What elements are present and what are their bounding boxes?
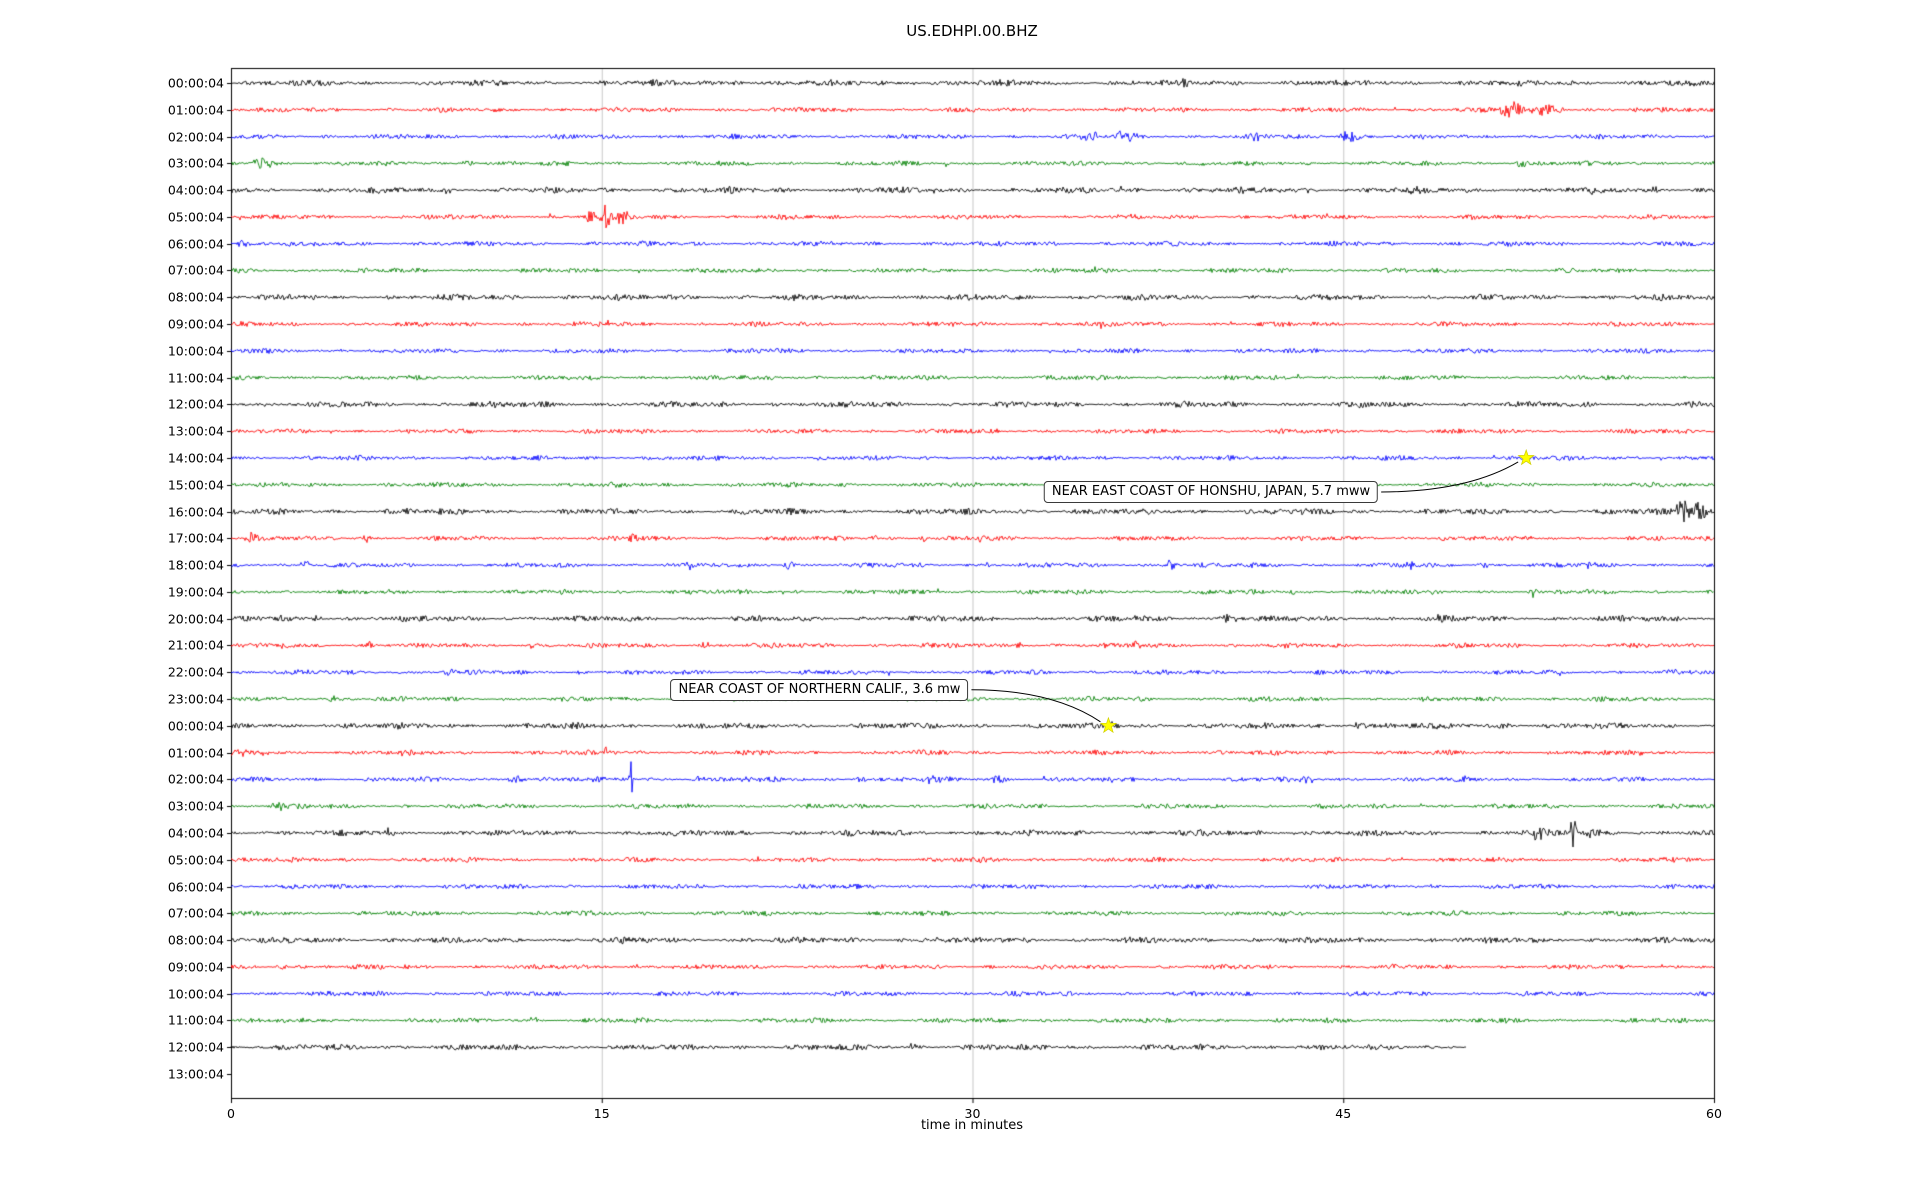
y-tick-label: 09:00:04 [167, 959, 224, 975]
y-tick-label: 12:00:04 [167, 1039, 224, 1055]
x-tick-label: 0 [227, 1106, 235, 1121]
y-tick-label: 18:00:04 [167, 557, 224, 573]
y-tick-label: 21:00:04 [167, 637, 224, 653]
y-tick-label: 03:00:04 [167, 155, 224, 171]
y-tick-label: 16:00:04 [167, 504, 224, 520]
y-tick-label: 01:00:04 [167, 102, 224, 118]
y-tick-label: 00:00:04 [167, 718, 224, 734]
y-tick-label: 11:00:04 [167, 1012, 224, 1028]
y-tick-label: 10:00:04 [167, 986, 224, 1002]
y-tick-label: 13:00:04 [167, 1066, 224, 1082]
y-tick-label: 02:00:04 [167, 129, 224, 145]
y-tick-label: 14:00:04 [167, 450, 224, 466]
chart-title: US.EDHPI.00.BHZ [906, 22, 1038, 40]
event-annotation-calif: NEAR COAST OF NORTHERN CALIF., 3.6 mw [670, 678, 969, 701]
x-tick-label: 45 [1335, 1106, 1352, 1121]
y-tick-label: 22:00:04 [167, 664, 224, 680]
y-tick-label: 07:00:04 [167, 262, 224, 278]
y-tick-label: 17:00:04 [167, 530, 224, 546]
y-tick-label: 01:00:04 [167, 745, 224, 761]
x-tick-label: 30 [964, 1106, 981, 1121]
y-tick-label: 15:00:04 [167, 477, 224, 493]
x-axis-label: time in minutes [920, 1118, 1024, 1133]
y-tick-label: 05:00:04 [167, 852, 224, 868]
y-tick-label: 13:00:04 [167, 423, 224, 439]
y-tick-label: 08:00:04 [167, 932, 224, 948]
y-tick-label: 04:00:04 [167, 825, 224, 841]
y-tick-label: 03:00:04 [167, 798, 224, 814]
y-tick-label: 07:00:04 [167, 905, 224, 921]
y-tick-label: 06:00:04 [167, 879, 224, 894]
y-tick-label: 12:00:04 [167, 396, 224, 412]
event-annotation-label: NEAR COAST OF NORTHERN CALIF., 3.6 mw [678, 681, 961, 697]
y-tick-label: 00:00:04 [167, 75, 224, 91]
y-tick-label: 11:00:04 [167, 370, 224, 386]
y-tick-label: 06:00:04 [167, 236, 224, 252]
y-tick-label: 04:00:04 [167, 182, 224, 198]
x-tick-label: 60 [1706, 1106, 1722, 1121]
x-tick-label: 15 [593, 1106, 610, 1121]
y-tick-label: 23:00:04 [167, 691, 224, 707]
y-tick-label: 19:00:04 [167, 584, 224, 600]
y-tick-label: 20:00:04 [167, 611, 224, 627]
y-tick-label: 02:00:04 [167, 771, 224, 787]
y-tick-label: 05:00:04 [167, 209, 224, 225]
y-tick-label: 08:00:04 [167, 289, 224, 305]
event-annotation-honshu: NEAR EAST COAST OF HONSHU, JAPAN, 5.7 mw… [1043, 480, 1379, 503]
y-tick-label: 10:00:04 [167, 343, 224, 359]
event-annotation-label: NEAR EAST COAST OF HONSHU, JAPAN, 5.7 mw… [1051, 483, 1371, 499]
y-tick-label: 09:00:04 [167, 316, 224, 332]
